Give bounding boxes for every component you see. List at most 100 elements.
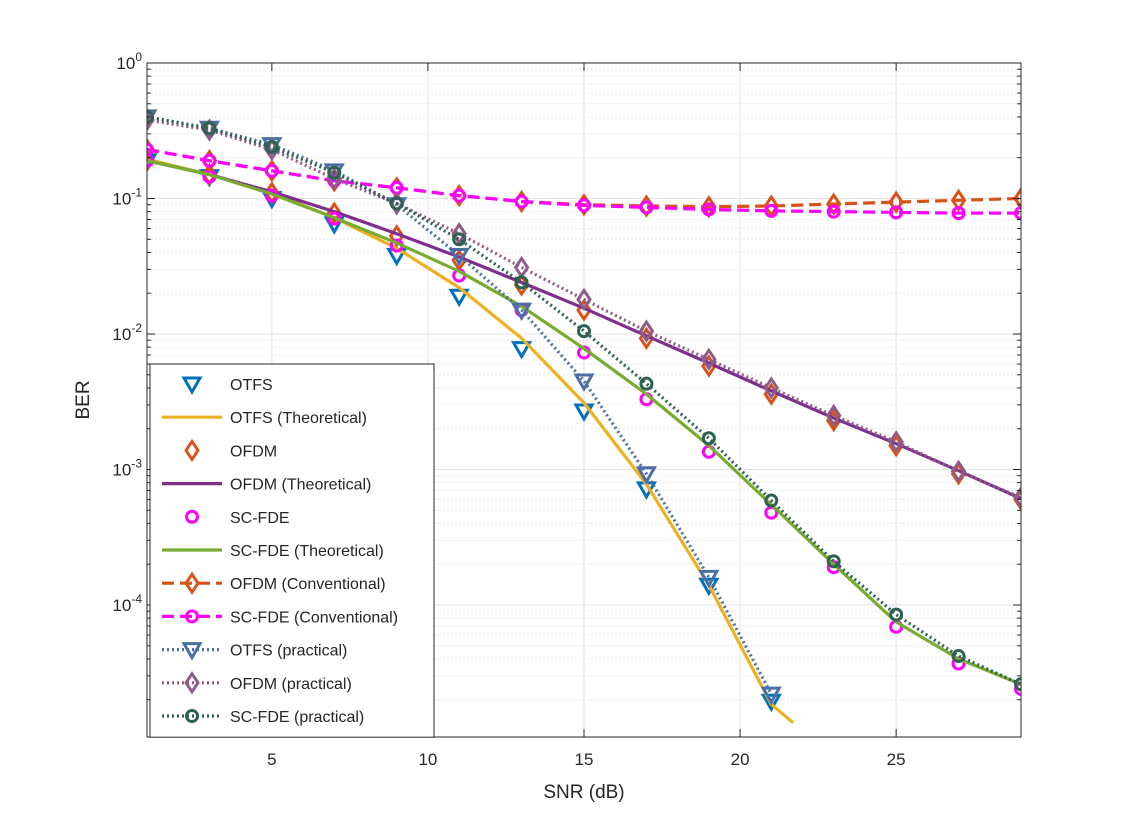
series-sc-fde-practical: [147, 109, 1021, 692]
data-point: [639, 376, 654, 391]
legend-label: SC-FDE (Theoretical): [230, 543, 384, 560]
legend-marker: [181, 642, 203, 661]
data-point: [1014, 206, 1021, 221]
data-point: [452, 232, 467, 247]
legend-marker: [181, 376, 203, 396]
data-point: [764, 493, 779, 508]
data-point: [760, 693, 782, 713]
data-point: [825, 403, 842, 428]
data-point: [698, 577, 720, 597]
data-point: [826, 204, 841, 219]
data-point: [889, 205, 904, 220]
legend-item: OTFS (Theoretical): [162, 410, 367, 427]
data-point: [1014, 677, 1021, 692]
legend: OTFS OTFS (Theoretical) OFDM OFDM (Theoreti…: [149, 363, 435, 738]
data-point: [639, 200, 654, 215]
series-line: [147, 147, 1021, 215]
x-tick-label: 25: [887, 750, 906, 769]
data-point: [389, 196, 404, 211]
data-point: [889, 607, 904, 622]
x-tick-labels: 5 10 15 20 25: [267, 750, 905, 769]
y-tick-label: 100: [116, 50, 142, 73]
y-tick-label: 10-4: [112, 592, 142, 615]
data-point: [448, 288, 470, 308]
x-tick-label: 10: [418, 750, 437, 769]
legend-item: OFDM: [184, 438, 277, 463]
data-point: [1014, 681, 1021, 696]
data-point: [950, 188, 967, 212]
legend-label: OFDM (Conventional): [230, 576, 386, 593]
legend-item: SC-FDE (Conventional): [162, 609, 398, 626]
data-point: [701, 431, 716, 446]
legend-label: SC-FDE: [230, 510, 290, 527]
legend-item: OFDM (Conventional): [162, 571, 386, 595]
data-point: [764, 203, 779, 218]
data-point: [760, 686, 782, 706]
legend-label: OFDM (Theoretical): [230, 477, 371, 494]
legend-label: OTFS (practical): [230, 643, 347, 660]
data-point: [202, 121, 217, 136]
x-axis-label: SNR (dB): [543, 782, 624, 803]
data-point: [826, 554, 841, 569]
data-point: [577, 324, 591, 339]
series-ofdm-practical: [147, 108, 1021, 510]
legend-item: OFDM (Theoretical): [162, 477, 371, 494]
legend-marker: [185, 709, 199, 723]
data-point: [950, 459, 967, 483]
series-line: [147, 159, 1021, 686]
y-tick-labels: 100 10-1 10-2 10-3 10-4: [112, 50, 142, 615]
data-point: [452, 188, 467, 203]
legend-label: OFDM: [230, 443, 277, 460]
data-point: [701, 202, 716, 217]
legend-label: SC-FDE (Conventional): [230, 609, 398, 626]
legend-item: OTFS: [181, 376, 273, 396]
data-point: [577, 198, 591, 213]
legend-label: OTFS: [230, 377, 273, 394]
data-point: [510, 341, 533, 360]
legend-item: SC-FDE (Theoretical): [162, 543, 384, 560]
data-point: [264, 163, 279, 178]
legend-label: SC-FDE (practical): [230, 709, 364, 726]
legend-marker: [184, 571, 200, 595]
data-point: [147, 109, 154, 124]
data-point: [514, 275, 529, 290]
data-point: [264, 139, 279, 154]
y-tick-label: 10-1: [112, 186, 142, 209]
legend-label: OFDM (practical): [230, 676, 352, 693]
data-point: [510, 302, 533, 322]
x-tick-label: 20: [731, 750, 750, 769]
data-point: [327, 165, 342, 180]
series-line: [147, 118, 1021, 500]
data-point: [576, 287, 592, 312]
data-point: [451, 221, 467, 246]
series-line: [147, 115, 1021, 686]
legend-marker: [185, 509, 199, 524]
series-layer: [147, 108, 1021, 725]
data-point: [202, 153, 217, 168]
data-point: [635, 466, 658, 485]
legend-item: OTFS (practical): [162, 642, 347, 661]
legend-item: OFDM (practical): [162, 671, 352, 695]
data-point: [1013, 485, 1021, 510]
data-point: [888, 430, 904, 454]
series-sc-fde-theoretical: [147, 159, 1021, 686]
legend-marker: [184, 438, 200, 463]
data-point: [951, 206, 966, 221]
data-point: [638, 319, 655, 343]
data-point: [888, 190, 904, 214]
x-tick-label: 5: [267, 750, 276, 769]
x-tick-label: 15: [575, 750, 594, 769]
data-point: [147, 142, 154, 157]
data-point: [763, 376, 780, 400]
data-point: [448, 247, 470, 267]
data-point: [514, 194, 529, 209]
y-axis-label: BER: [73, 380, 94, 419]
axes: [146, 62, 1022, 738]
data-point: [1013, 186, 1021, 211]
y-tick-label: 10-2: [112, 321, 142, 344]
legend-item: SC-FDE: [185, 509, 290, 527]
data-point: [698, 569, 720, 589]
legend-item: SC-FDE (practical): [162, 709, 364, 726]
data-point: [573, 373, 595, 393]
